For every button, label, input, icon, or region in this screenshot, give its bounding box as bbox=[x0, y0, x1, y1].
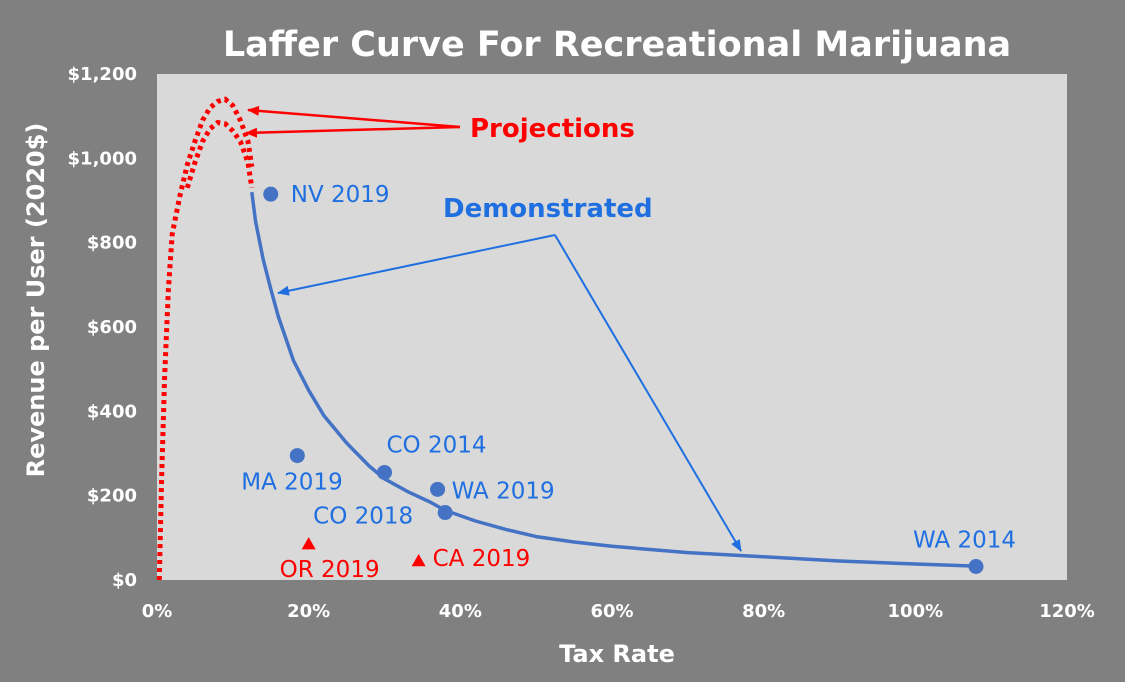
data-point-marker bbox=[289, 448, 305, 464]
y-tick-label: $800 bbox=[87, 233, 137, 254]
y-tick-labels: $0 $200 $400 $600 $800 $1,000 $1,200 bbox=[68, 64, 137, 591]
projections-arrow-upper bbox=[247, 105, 461, 129]
y-tick-label: $200 bbox=[87, 486, 137, 507]
projections-annotation: Projections bbox=[245, 105, 635, 144]
y-tick-label: $1,200 bbox=[68, 64, 137, 85]
x-tick-label: 40% bbox=[439, 601, 482, 622]
data-point-label: MA 2019 bbox=[241, 470, 342, 496]
x-axis-title: Tax Rate bbox=[559, 640, 675, 668]
data-points bbox=[263, 186, 984, 575]
projection-curve-low bbox=[184, 119, 255, 189]
y-tick-label: $400 bbox=[87, 401, 137, 422]
projections-label: Projections bbox=[470, 114, 635, 144]
x-tick-labels: 0% 20% 40% 60% 80% 100% 120% bbox=[142, 601, 1095, 622]
data-point-marker bbox=[411, 554, 426, 567]
data-point-label: NV 2019 bbox=[291, 182, 390, 208]
data-point-label: OR 2019 bbox=[280, 557, 380, 583]
demonstrated-label: Demonstrated bbox=[443, 194, 653, 224]
y-axis-title: Revenue per User (2020$) bbox=[22, 123, 50, 478]
data-point-label: CO 2014 bbox=[387, 432, 487, 458]
point-labels: NV 2019 MA 2019 CO 2014 WA 2019 CO 2018 WA 20… bbox=[241, 182, 1016, 583]
x-tick-label: 20% bbox=[287, 601, 330, 622]
data-point-marker bbox=[437, 505, 453, 521]
plot-area bbox=[157, 74, 1067, 580]
demonstrated-arrow-to-tail bbox=[554, 234, 742, 552]
data-point-label: WA 2014 bbox=[913, 528, 1016, 554]
demonstrated-arrow-to-curve bbox=[277, 234, 556, 296]
demonstrated-curve bbox=[250, 191, 977, 568]
data-point-label: CA 2019 bbox=[433, 546, 531, 572]
y-tick-label: $600 bbox=[87, 317, 137, 338]
y-tick-label: $0 bbox=[112, 570, 137, 591]
data-point-marker bbox=[377, 464, 392, 480]
projections-arrow-lower bbox=[245, 125, 461, 138]
chart-title: Laffer Curve For Recreational Marijuana bbox=[223, 25, 1011, 65]
x-tick-label: 0% bbox=[142, 601, 173, 622]
x-tick-label: 60% bbox=[590, 601, 633, 622]
projection-curve-high bbox=[156, 96, 255, 581]
x-tick-label: 120% bbox=[1039, 601, 1095, 622]
curves bbox=[156, 96, 977, 581]
data-point-marker bbox=[430, 481, 446, 497]
data-point-marker bbox=[968, 559, 984, 575]
x-tick-label: 80% bbox=[742, 601, 785, 622]
x-tick-label: 100% bbox=[888, 601, 944, 622]
data-point-marker bbox=[263, 186, 279, 202]
demonstrated-annotation: Demonstrated bbox=[277, 194, 742, 552]
data-point-label: CO 2018 bbox=[313, 504, 413, 530]
data-point-marker bbox=[301, 537, 316, 550]
y-tick-label: $1,000 bbox=[68, 148, 137, 169]
data-point-label: WA 2019 bbox=[452, 478, 555, 504]
